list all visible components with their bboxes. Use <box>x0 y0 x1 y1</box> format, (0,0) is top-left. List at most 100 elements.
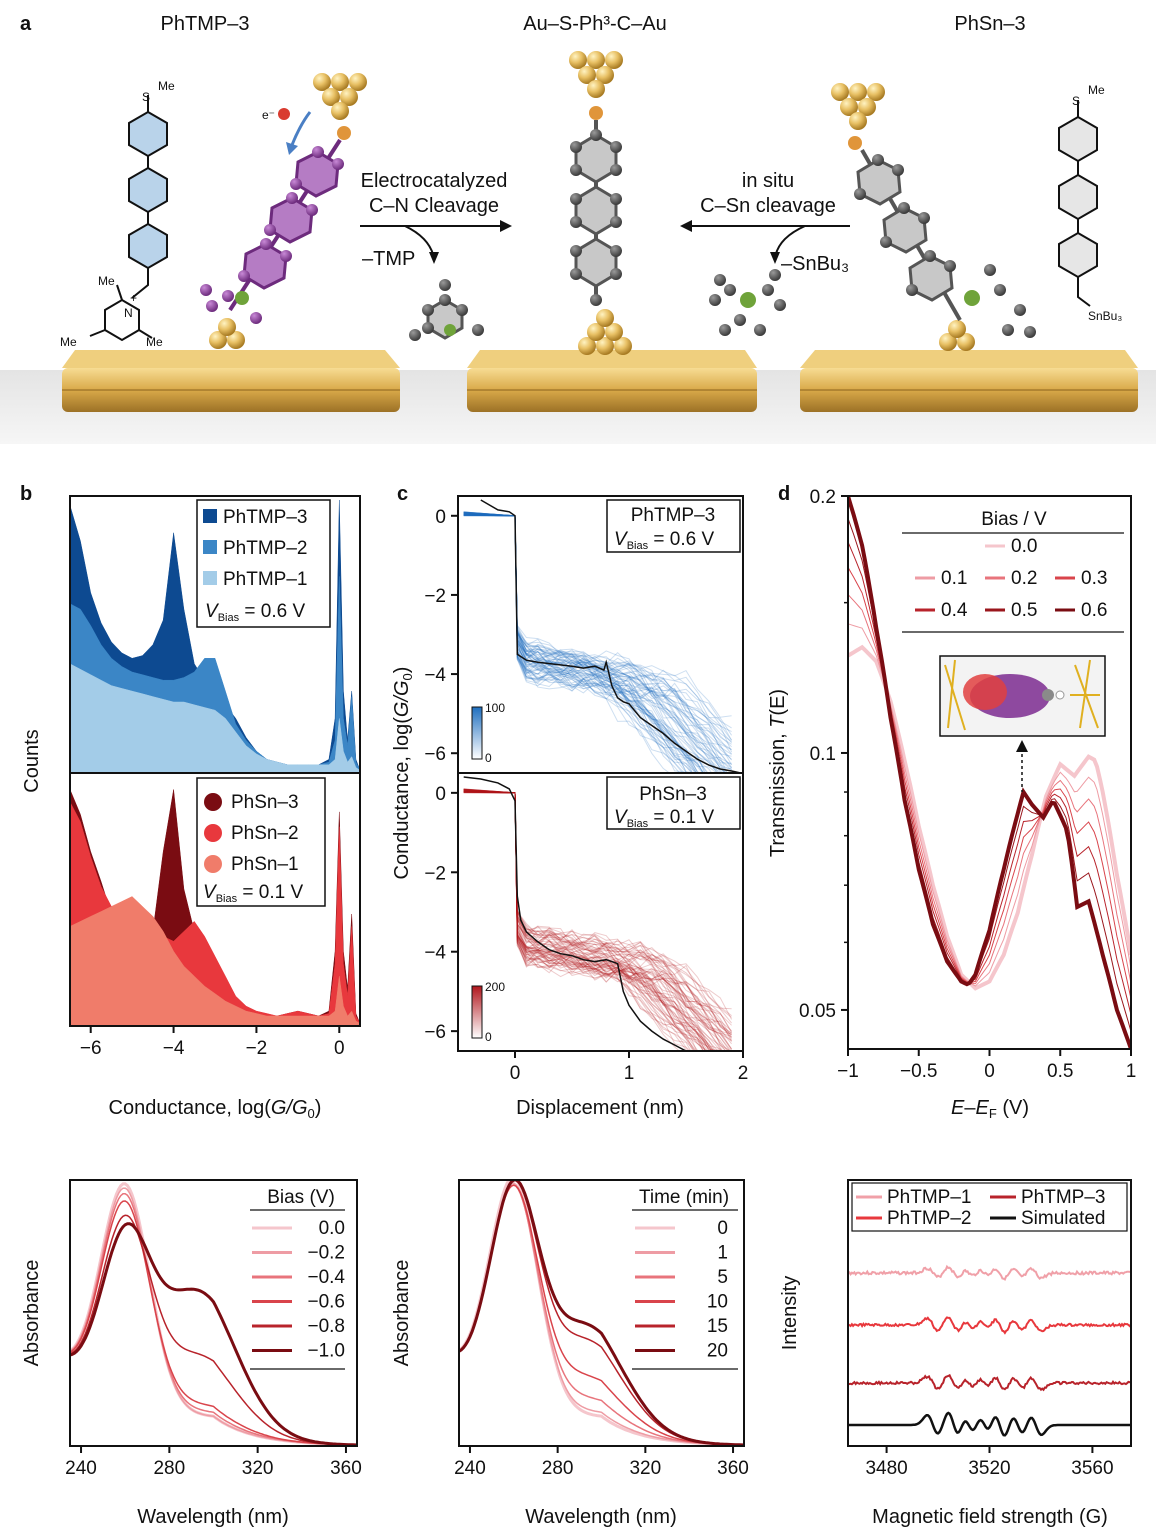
panel-c-top-trace <box>463 511 698 773</box>
legend-g-label-3: Simulated <box>1021 1208 1106 1229</box>
panel-c: c 0 1 2 0 −2 −4 −6 0 −2 −4 −6 Displacement (nm) Co… <box>391 483 748 1119</box>
reaction-left-label-1: Electrocatalyzed <box>361 170 508 192</box>
panel-c-xlabel: Displacement (nm) <box>516 1097 684 1119</box>
legend-f-label-0: 0 <box>717 1218 728 1239</box>
panel-c-top-trace <box>463 514 732 771</box>
panel-c-top-trace <box>463 513 723 773</box>
panel-c-top-trace <box>463 512 728 773</box>
panel-c-xtick-label: 1 <box>624 1063 635 1084</box>
struct-left-me-top: Me <box>98 274 115 288</box>
panel-e-ylabel: Absorbance <box>21 1260 43 1367</box>
panel-c-bottom-trace <box>463 790 692 1051</box>
panel-c-bottom-trace <box>463 788 727 1051</box>
panel-c-bottom-trace <box>463 790 692 1051</box>
panel-c-bottom-trace <box>463 790 733 1050</box>
absorbance-line-−1.0 <box>70 1222 357 1446</box>
panel-g-legend: PhTMP–1 PhTMP–3 PhTMP–2 Simulated <box>851 1182 1128 1232</box>
panel-c-bottom-example-trace <box>463 776 687 1051</box>
struct-left-n: N <box>124 306 133 320</box>
panel-c-bottom-trace <box>463 789 722 1051</box>
phsn-area-2 <box>70 896 360 1026</box>
panel-c-top-trace <box>463 514 722 773</box>
legend-swatch-phsn2 <box>204 824 222 842</box>
legend-f-label-3: 10 <box>707 1292 728 1313</box>
panel-c-ytick-label: −2 <box>424 586 446 607</box>
transmission-line-0.2 <box>848 594 1131 985</box>
legend-g-label-2: PhTMP–2 <box>887 1208 971 1229</box>
reaction-right-label-1: in situ <box>742 170 794 192</box>
panel-f-frame <box>458 1179 745 1447</box>
panel-c-top-trace <box>463 514 713 773</box>
absorbance-line-1 <box>459 1182 744 1446</box>
panel-g-xtick-label: 3520 <box>968 1458 1010 1479</box>
panel-c-bottom-trace <box>463 791 704 1051</box>
legend-swatch-phtmp1 <box>203 571 217 585</box>
transmission-line-0.3 <box>848 567 1131 1000</box>
panel-c-top-trace <box>463 512 724 773</box>
panel-c-bottom-trace <box>463 790 713 1051</box>
panel-b: b −6 −4 −2 0 Conductance, log(G/G0) Counts … <box>20 483 361 1121</box>
panel-c-ylabel: Conductance, log(G/G0) <box>391 667 415 880</box>
panel-c-top-trace <box>463 513 718 773</box>
inset-orbital-red <box>963 674 1007 710</box>
panel-c-ytick-label: 0 <box>435 507 446 528</box>
panel-d-xtick-label: −0.5 <box>900 1061 938 1082</box>
epr-spectrum-PhTMP–3 <box>848 1373 1131 1392</box>
panel-c-top-trace <box>463 513 693 773</box>
panel-g-xtick-label: 3480 <box>865 1458 907 1479</box>
panel-c-top-plot <box>463 499 741 773</box>
gold-tip-center-top <box>569 51 623 120</box>
panel-c-top-trace <box>463 513 732 751</box>
absorbance-line-5 <box>459 1184 744 1446</box>
panel-b-xlabel: Conductance, log(G/G0) <box>109 1097 322 1121</box>
panel-c-bottom-trace <box>463 790 732 1018</box>
panel-c-top-bias: VBias = 0.6 V <box>614 529 714 552</box>
panel-c-bottom-trace <box>463 789 733 1033</box>
panel-c-top-name: PhTMP–3 <box>631 505 715 526</box>
panel-c-top-trace <box>463 515 733 741</box>
struct-left-me: Me <box>158 79 175 93</box>
epr-spectrum-PhTMP–1 <box>848 1264 1131 1281</box>
panel-c-top-trace <box>463 511 728 773</box>
panel-c-bottom-trace <box>463 789 732 1051</box>
absorbance-line-0 <box>459 1180 744 1446</box>
panel-c-top-trace <box>463 514 705 773</box>
panel-c-bottom-trace <box>463 789 707 1051</box>
panel-c-top-trace <box>463 514 732 745</box>
panel-g-axes: 3480 3520 3560 <box>865 1446 1114 1479</box>
gold-electrode-left <box>62 350 400 412</box>
panel-a-title-right: PhSn–3 <box>954 13 1025 35</box>
panel-c-top-trace <box>463 512 732 761</box>
panel-f-plot-area <box>459 1180 744 1446</box>
panel-c-ytick-label: 0 <box>435 784 446 805</box>
legend-f-label-5: 20 <box>707 1341 728 1362</box>
panel-c-top-trace <box>463 513 733 753</box>
panel-c-bottom-trace <box>463 788 708 1051</box>
panel-c-bottom-trace <box>463 791 704 1051</box>
panel-c-legend-bottom: PhSn–3 VBias = 0.1 V <box>606 776 741 830</box>
panel-c-top-trace <box>463 514 700 773</box>
panel-c-bottom-trace <box>463 789 732 1016</box>
panel-c-bottom-trace <box>463 789 709 1051</box>
legend-phsn1: PhSn–1 <box>231 854 299 875</box>
legend-e-label-3: −0.6 <box>307 1292 345 1313</box>
panel-c-bottom-trace <box>463 788 706 1051</box>
colorbar-bottom-min: 0 <box>485 1030 492 1044</box>
panel-f-xtick-label: 360 <box>717 1458 749 1479</box>
panel-c-bottom-trace <box>463 789 713 1051</box>
reaction-arrow-right: in situ C–Sn cleavage –SnBu₃ <box>680 170 850 275</box>
panel-d-xtick-label: 0 <box>984 1061 995 1082</box>
panel-c-bottom-trace <box>463 789 699 1051</box>
panel-c-bottom-trace <box>463 790 733 1032</box>
panel-e-frame <box>69 1179 358 1447</box>
panel-c-top-trace <box>463 511 719 773</box>
panel-e-xlabel: Wavelength (nm) <box>137 1506 289 1528</box>
legend-e-label-1: −0.2 <box>307 1243 345 1264</box>
legend-d-label-0.4: 0.4 <box>941 600 968 621</box>
panel-c-bottom-trace <box>463 791 715 1051</box>
structure-phsn3 <box>1058 100 1098 307</box>
panel-d-ytick-label: 0.05 <box>799 1001 836 1022</box>
panel-c-top-trace <box>463 514 725 773</box>
reaction-left-label-2: C–N Cleavage <box>369 195 499 217</box>
panel-f-axes: 240 280 320 360 <box>454 1446 749 1479</box>
